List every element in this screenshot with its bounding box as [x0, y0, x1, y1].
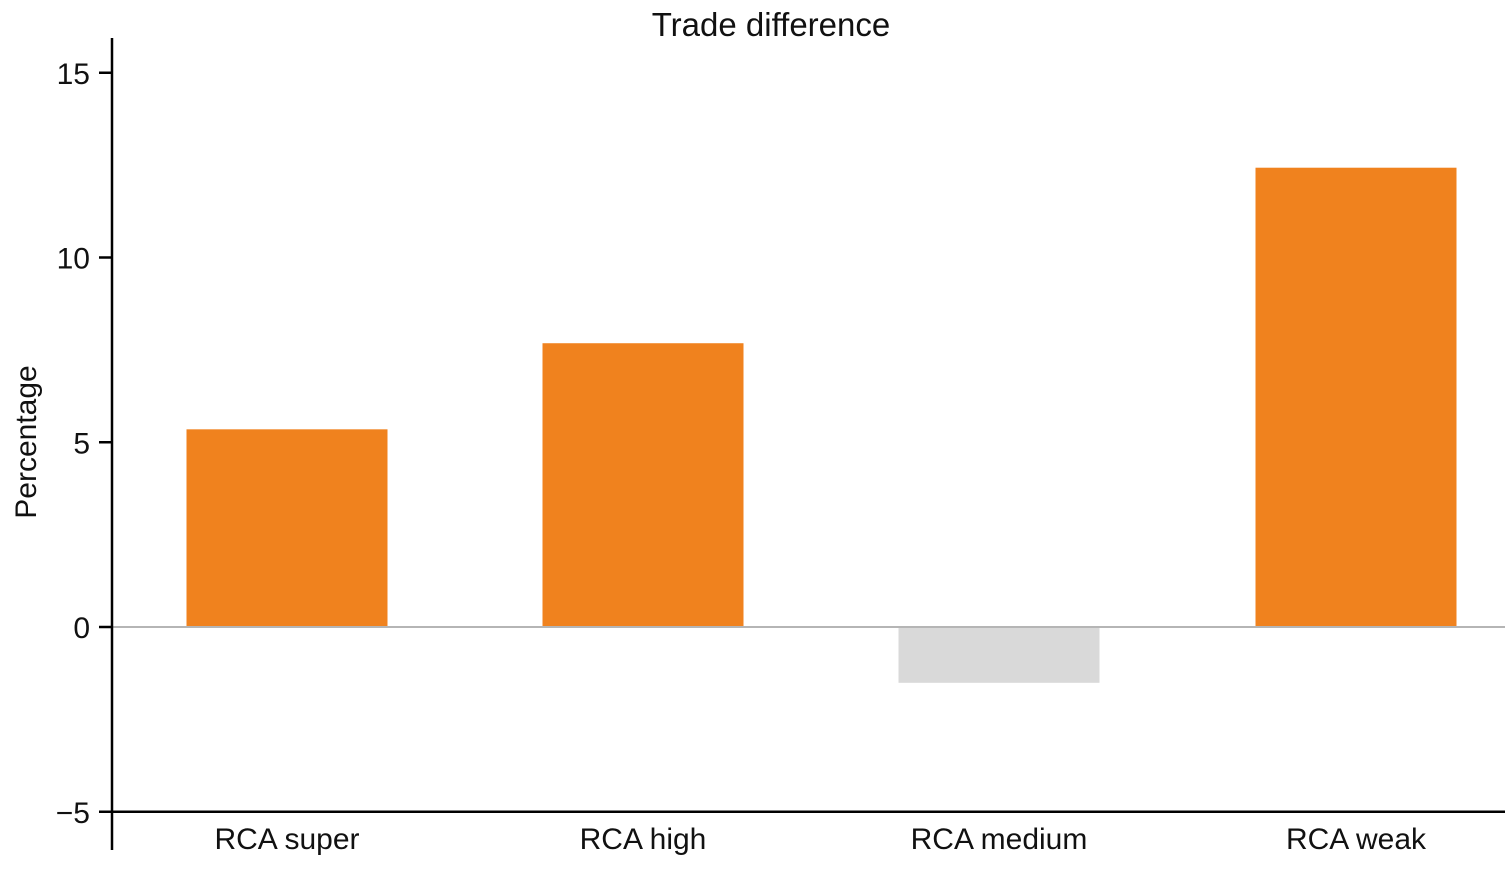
y-tick-label: 10 [57, 243, 90, 276]
bar-rca-weak [1255, 167, 1457, 628]
bar-rca-high [542, 343, 744, 627]
x-tick-label: RCA weak [1286, 823, 1427, 856]
x-tick-label: RCA high [580, 823, 707, 856]
y-tick-label: 15 [57, 58, 90, 91]
x-tick-label: RCA super [214, 823, 359, 856]
x-tick-label: RCA medium [911, 823, 1088, 856]
y-axis-label: Percentage [10, 365, 43, 518]
y-tick-label: −5 [56, 797, 90, 830]
bar-rca-medium [898, 627, 1100, 683]
bar-rca-super [186, 429, 388, 627]
y-tick-label: 0 [73, 612, 90, 645]
y-tick-label: 5 [73, 427, 90, 460]
chart-title: Trade difference [652, 6, 890, 43]
